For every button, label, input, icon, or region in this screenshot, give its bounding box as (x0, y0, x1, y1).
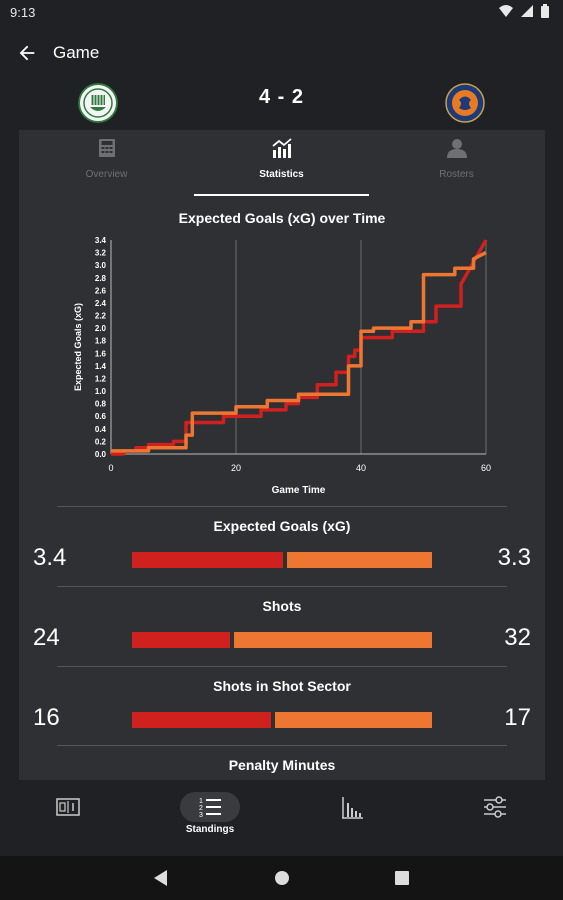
stat-sector-away-bar (275, 712, 432, 728)
calculator-icon (98, 139, 115, 157)
y-tick-label: 0.4 (95, 425, 107, 434)
stat-shots-home-bar (132, 632, 230, 648)
status-time: 9:13 (10, 5, 36, 20)
y-tick-label: 3.0 (95, 261, 107, 270)
y-tick-label: 0.6 (95, 412, 107, 421)
y-tick-label: 1.4 (95, 362, 107, 371)
divider (57, 745, 507, 746)
stat-xg-bar (132, 552, 432, 568)
standings-icon: 1 2 3 (199, 798, 221, 818)
system-recents-icon[interactable] (395, 871, 409, 885)
nav-standings-label: Standings (185, 824, 235, 835)
chart-title: Expected Goals (xG) over Time (178, 210, 386, 226)
stat-title-xg: Expected Goals (xG) (213, 518, 351, 534)
back-arrow-icon[interactable] (16, 42, 38, 64)
xg-chart: 0.0 0.2 0.4 0.6 0.8 1.0 1.2 1.4 1.6 1.8 2.0 2.2 2.4 2… (73, 236, 491, 496)
away-team-logo[interactable] (445, 83, 485, 123)
score-header: 4 - 2 (0, 80, 563, 130)
y-tick-label: 2.2 (95, 312, 107, 321)
nav-standings[interactable]: 1 2 3 Standings (170, 792, 250, 842)
status-bar: 9:13 (0, 0, 563, 26)
y-tick-label: 2.0 (95, 324, 107, 333)
system-home-icon[interactable] (274, 870, 290, 886)
nav-settings[interactable] (455, 792, 535, 842)
game-score: 4 - 2 (258, 86, 305, 108)
divider (57, 666, 507, 667)
stat-xg-home: 3.4 (33, 544, 67, 571)
status-icons (499, 4, 549, 18)
y-tick-label: 3.2 (95, 249, 107, 258)
y-tick-label: 1.6 (95, 349, 107, 358)
system-back-icon[interactable] (154, 870, 168, 886)
page-title: Game (53, 43, 100, 62)
stat-sector-away: 17 (504, 704, 531, 731)
tab-overview-label: Overview (85, 169, 128, 180)
app-bar: Game (0, 26, 563, 80)
stat-sector-home: 16 (33, 704, 60, 731)
y-tick-label: 1.8 (95, 337, 107, 346)
x-tick-label: 0 (108, 463, 113, 473)
x-tick-label: 60 (481, 463, 491, 473)
battery-icon (541, 4, 549, 18)
tab-rosters[interactable]: Rosters (369, 138, 544, 198)
y-tick-label: 1.2 (95, 374, 107, 383)
y-axis-label: Expected Goals (xG) (73, 303, 83, 391)
stat-xg-away: 3.3 (497, 544, 531, 571)
sliders-icon (484, 796, 506, 818)
stat-xg-away-bar (287, 552, 432, 568)
home-team-logo[interactable] (78, 83, 118, 123)
stat-title-shots: Shots (262, 598, 302, 614)
system-navigation-bar (0, 856, 563, 900)
divider (57, 586, 507, 587)
tab-bar: Overview Statistics Rosters (19, 130, 545, 198)
wifi-icon (499, 5, 513, 17)
stat-sector-bar (132, 712, 432, 728)
y-tick-label: 2.6 (95, 286, 107, 295)
tab-rosters-label: Rosters (439, 169, 474, 180)
tab-statistics[interactable]: Statistics (194, 138, 369, 198)
tab-statistics-label: Statistics (259, 169, 304, 180)
stat-xg-home-bar (132, 552, 283, 568)
scoreboard-icon (56, 798, 80, 816)
y-tick-label: 0.8 (95, 400, 107, 409)
stat-sector-home-bar (132, 712, 271, 728)
stat-shots-away: 32 (504, 624, 531, 651)
y-tick-label: 0.0 (95, 450, 107, 459)
svg-text:2: 2 (199, 805, 203, 812)
bottom-navigation: 1 2 3 Standings (0, 782, 563, 856)
stat-shots-bar (132, 632, 432, 648)
nav-statistics[interactable] (312, 792, 392, 842)
svg-text:3: 3 (199, 812, 203, 818)
x-axis-label: Game Time (272, 485, 326, 496)
stat-title-penalty: Penalty Minutes (228, 757, 336, 773)
tab-overview[interactable]: Overview (19, 138, 194, 198)
y-tick-label: 2.8 (95, 274, 107, 283)
x-tick-label: 40 (356, 463, 366, 473)
series-line-0 (111, 239, 488, 456)
statistics-card: Overview Statistics Rosters Expected Goa… (19, 130, 545, 780)
y-tick-label: 0.2 (95, 437, 107, 446)
person-icon (446, 139, 467, 158)
x-tick-label: 20 (231, 463, 241, 473)
divider (57, 506, 507, 507)
stat-shots-home: 24 (33, 624, 60, 651)
y-tick-label: 2.4 (95, 299, 107, 308)
nav-scoreboard[interactable] (28, 792, 108, 842)
stat-title-shot-sector: Shots in Shot Sector (213, 678, 351, 694)
stat-shots-away-bar (234, 632, 432, 648)
series-line-1 (111, 251, 487, 453)
y-tick-label: 1.0 (95, 387, 107, 396)
signal-icon (521, 5, 533, 17)
bar-chart-icon (342, 797, 363, 819)
stats-icon (271, 138, 292, 158)
tab-active-indicator (194, 194, 369, 196)
svg-text:1: 1 (199, 798, 203, 805)
y-tick-label: 3.4 (95, 236, 107, 245)
